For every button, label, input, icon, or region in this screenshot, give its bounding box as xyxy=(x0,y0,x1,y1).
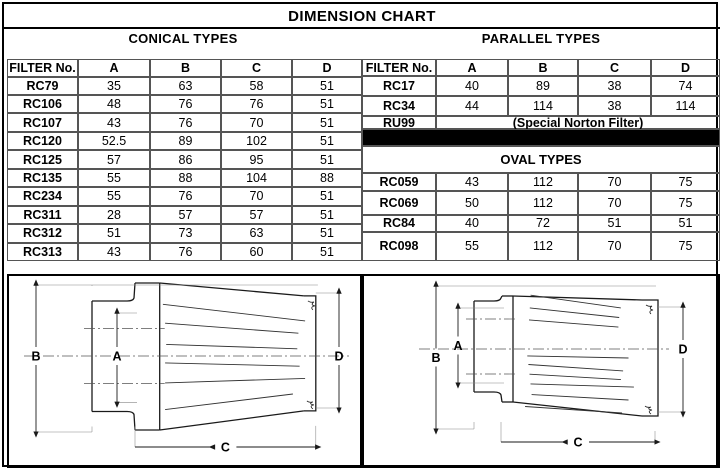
svg-text:C: C xyxy=(573,435,582,449)
svg-text:B: B xyxy=(31,350,40,364)
svg-text:A: A xyxy=(453,339,462,353)
svg-text:C: C xyxy=(221,440,230,454)
svg-text:D: D xyxy=(678,343,687,357)
svg-text:B: B xyxy=(431,351,440,365)
svg-text:D: D xyxy=(334,350,343,364)
svg-text:A: A xyxy=(112,350,121,364)
